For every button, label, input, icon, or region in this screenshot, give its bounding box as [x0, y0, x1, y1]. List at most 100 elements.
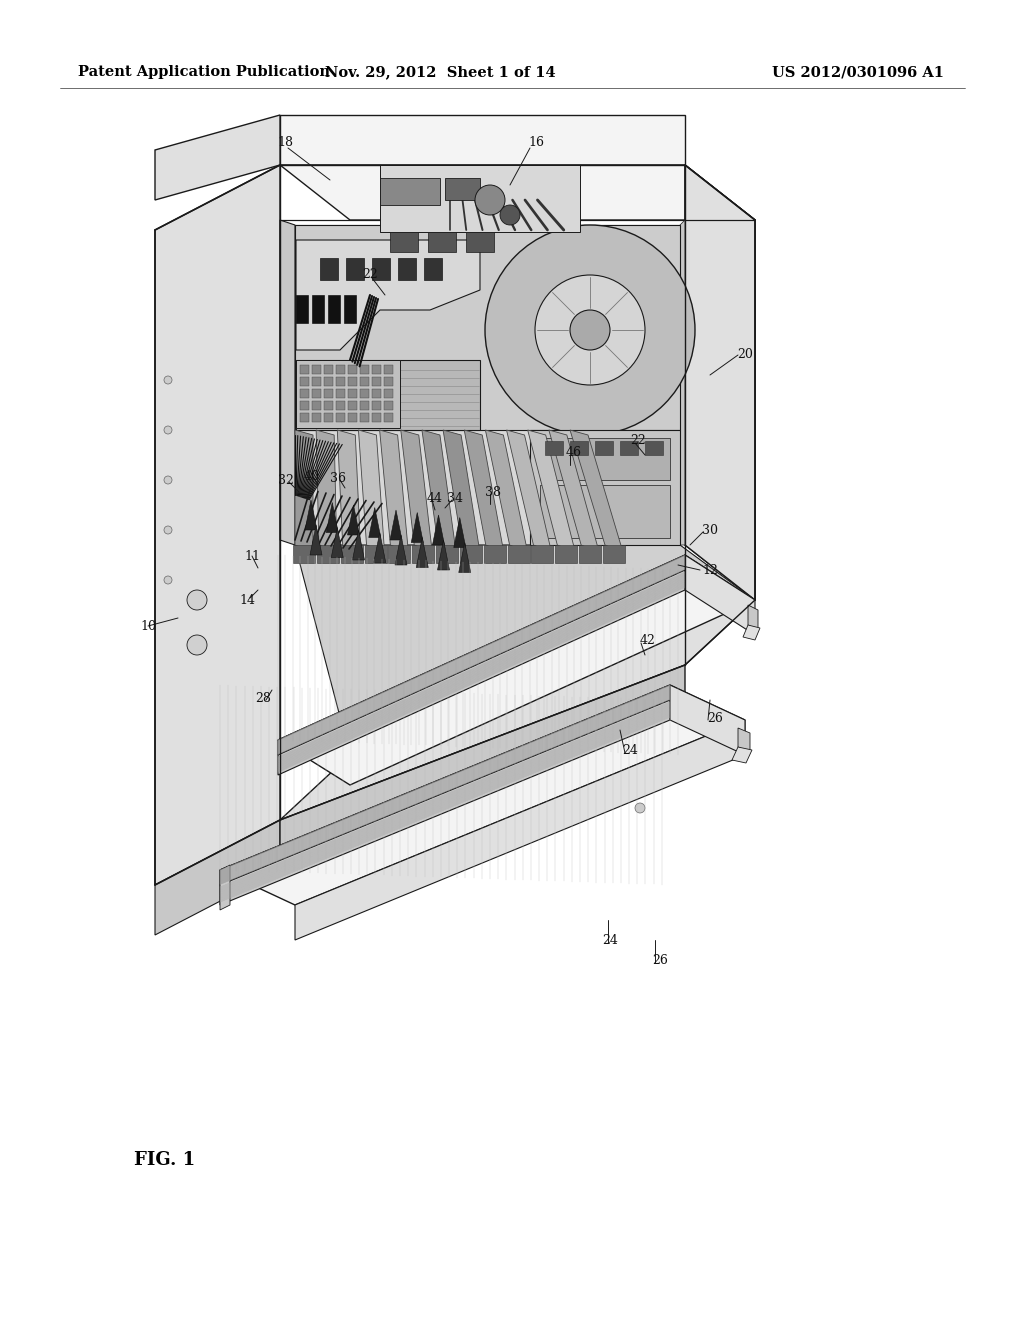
Polygon shape — [390, 232, 418, 252]
Polygon shape — [300, 389, 309, 399]
Polygon shape — [341, 545, 362, 564]
Text: 26: 26 — [652, 953, 668, 966]
Text: Nov. 29, 2012  Sheet 1 of 14: Nov. 29, 2012 Sheet 1 of 14 — [325, 65, 555, 79]
Polygon shape — [670, 685, 745, 755]
Polygon shape — [428, 232, 456, 252]
Circle shape — [164, 376, 172, 384]
Polygon shape — [555, 545, 578, 564]
Polygon shape — [296, 240, 480, 350]
Text: 12: 12 — [702, 564, 718, 577]
Polygon shape — [295, 224, 680, 545]
Polygon shape — [300, 413, 309, 422]
Polygon shape — [220, 865, 230, 909]
Polygon shape — [358, 430, 385, 552]
Polygon shape — [310, 525, 322, 554]
Text: 11: 11 — [244, 549, 260, 562]
Polygon shape — [220, 685, 745, 906]
Polygon shape — [280, 705, 685, 895]
Text: 24: 24 — [622, 743, 638, 756]
Polygon shape — [324, 366, 333, 374]
Circle shape — [187, 590, 207, 610]
Polygon shape — [398, 257, 416, 280]
Polygon shape — [336, 413, 345, 422]
Polygon shape — [545, 441, 563, 455]
Text: 46: 46 — [566, 446, 582, 458]
Text: US 2012/0301096 A1: US 2012/0301096 A1 — [772, 65, 944, 79]
Polygon shape — [380, 430, 409, 552]
Text: 22: 22 — [630, 433, 646, 446]
Polygon shape — [416, 537, 428, 568]
Polygon shape — [732, 747, 752, 763]
Polygon shape — [620, 441, 638, 455]
Polygon shape — [296, 360, 480, 430]
Polygon shape — [348, 378, 357, 385]
Polygon shape — [324, 378, 333, 385]
Polygon shape — [312, 378, 321, 385]
Polygon shape — [454, 517, 466, 548]
Polygon shape — [527, 430, 575, 552]
Polygon shape — [365, 545, 386, 564]
Polygon shape — [155, 820, 280, 935]
Polygon shape — [346, 257, 364, 280]
Polygon shape — [296, 294, 308, 323]
Circle shape — [164, 426, 172, 434]
Polygon shape — [464, 430, 504, 552]
Polygon shape — [295, 545, 755, 755]
Polygon shape — [459, 543, 471, 573]
Polygon shape — [328, 294, 340, 323]
Polygon shape — [384, 378, 393, 385]
Polygon shape — [645, 441, 663, 455]
Polygon shape — [312, 366, 321, 374]
Polygon shape — [603, 545, 625, 564]
Polygon shape — [295, 224, 680, 430]
Polygon shape — [390, 510, 402, 540]
Polygon shape — [388, 545, 411, 564]
Polygon shape — [348, 401, 357, 411]
Circle shape — [500, 205, 520, 224]
Text: Patent Application Publication: Patent Application Publication — [78, 65, 330, 79]
Polygon shape — [743, 624, 760, 640]
Polygon shape — [413, 545, 434, 564]
Polygon shape — [347, 506, 359, 535]
Polygon shape — [445, 178, 480, 201]
Polygon shape — [300, 378, 309, 385]
Circle shape — [485, 224, 695, 436]
Polygon shape — [327, 503, 338, 532]
Polygon shape — [540, 438, 670, 480]
Polygon shape — [336, 378, 345, 385]
Polygon shape — [352, 531, 365, 560]
Text: FIG. 1: FIG. 1 — [134, 1151, 196, 1170]
Circle shape — [164, 576, 172, 583]
Polygon shape — [295, 430, 313, 552]
Text: 44: 44 — [427, 491, 443, 504]
Text: 30: 30 — [702, 524, 718, 536]
Polygon shape — [360, 378, 369, 385]
Polygon shape — [580, 545, 601, 564]
Polygon shape — [280, 165, 755, 220]
Polygon shape — [380, 165, 580, 232]
Text: 28: 28 — [255, 692, 271, 705]
Circle shape — [635, 803, 645, 813]
Polygon shape — [360, 413, 369, 422]
Polygon shape — [336, 389, 345, 399]
Polygon shape — [685, 165, 755, 601]
Polygon shape — [324, 413, 333, 422]
Polygon shape — [372, 378, 381, 385]
Polygon shape — [336, 401, 345, 411]
Polygon shape — [316, 430, 337, 552]
Polygon shape — [748, 605, 758, 630]
Polygon shape — [337, 430, 360, 552]
Polygon shape — [483, 545, 506, 564]
Polygon shape — [531, 545, 553, 564]
Polygon shape — [295, 719, 745, 940]
Text: 18: 18 — [278, 136, 293, 149]
Polygon shape — [437, 540, 450, 570]
Polygon shape — [570, 430, 623, 552]
Text: 22: 22 — [362, 268, 378, 281]
Text: 34: 34 — [447, 491, 463, 504]
Polygon shape — [372, 413, 381, 422]
Polygon shape — [331, 528, 343, 557]
Polygon shape — [293, 545, 315, 564]
Circle shape — [187, 635, 207, 655]
Text: 24: 24 — [602, 933, 617, 946]
